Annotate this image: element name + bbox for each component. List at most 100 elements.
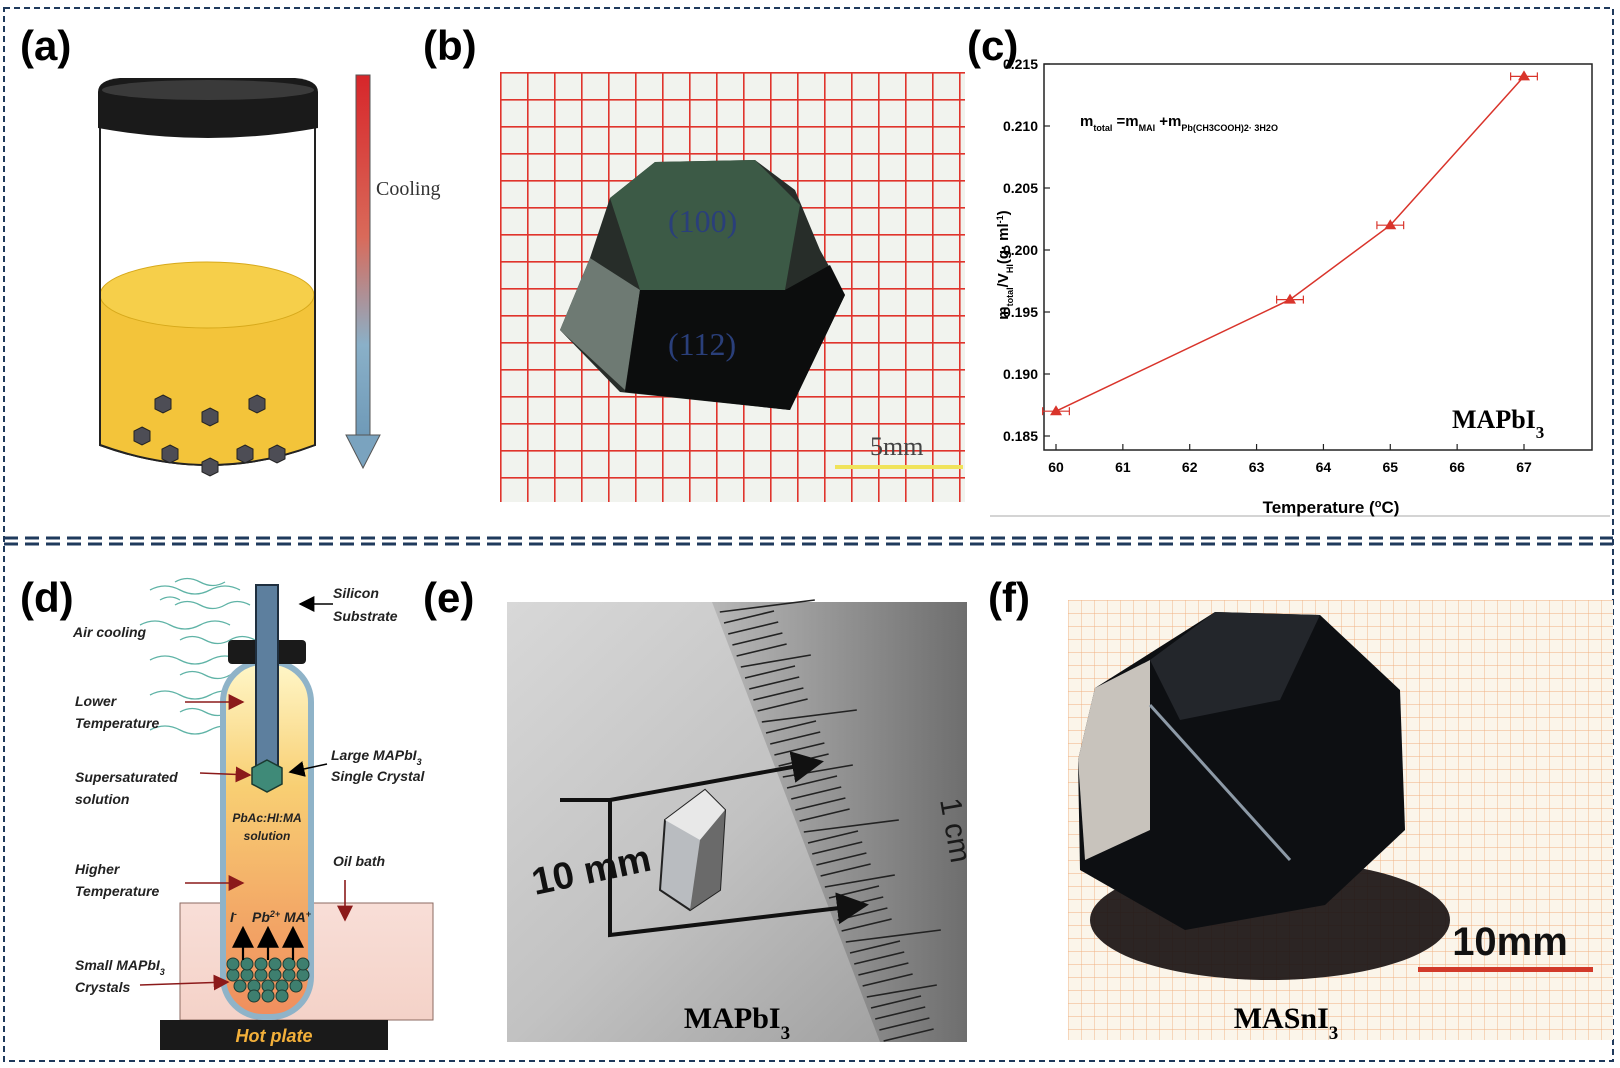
large-crystal-label-1: Large MAPbI3 bbox=[331, 747, 422, 767]
ruler bbox=[712, 602, 967, 1042]
cooling-arrow-head bbox=[345, 434, 381, 470]
ruler-tick bbox=[866, 984, 937, 998]
ruler-tick bbox=[736, 643, 787, 657]
ruler-tick bbox=[879, 1017, 930, 1031]
small-crystal-label-2: Crystals bbox=[75, 979, 130, 995]
x-tick-label: 66 bbox=[1449, 459, 1465, 475]
ruler-tick bbox=[803, 819, 899, 833]
ion-pb: Pb2+ bbox=[252, 909, 281, 925]
ruler-tick bbox=[770, 731, 821, 745]
ruler-tick bbox=[732, 632, 783, 646]
supersat-label-2: solution bbox=[75, 791, 129, 807]
ruler-tick bbox=[774, 742, 825, 756]
y-tick-label: 0.200 bbox=[1003, 242, 1038, 258]
data-point bbox=[1518, 70, 1530, 81]
small-crystal-pointer bbox=[139, 974, 230, 991]
ruler-tick bbox=[875, 1006, 926, 1020]
panel-a: (a) Cooling bbox=[20, 22, 440, 477]
scale-bar-10mm bbox=[1418, 967, 1593, 972]
ruler-tick bbox=[795, 797, 846, 811]
x-tick-label: 61 bbox=[1115, 459, 1131, 475]
higher-temp-label-2: Temperature bbox=[75, 883, 160, 899]
ruler-tick bbox=[854, 951, 905, 965]
panel-e-label: (e) bbox=[423, 574, 474, 621]
higher-temp-label-1: Higher bbox=[75, 861, 121, 877]
silicon-label-2: Substrate bbox=[333, 608, 398, 624]
data-point bbox=[1284, 293, 1296, 304]
ion-ma: MA+ bbox=[284, 909, 312, 925]
diffusion-arrows bbox=[232, 925, 304, 960]
x-tick-label: 65 bbox=[1382, 459, 1398, 475]
face-112-label: (112) bbox=[668, 326, 736, 362]
lower-temp-label-1: Lower bbox=[75, 693, 118, 709]
solution-label-1: PbAc:HI:MA bbox=[232, 811, 301, 825]
panel-f: (f) 10mm MASnI3 bbox=[988, 574, 1613, 1044]
face-100 bbox=[610, 160, 800, 290]
panel-d-label: (d) bbox=[20, 574, 74, 621]
large-crystal-pointer bbox=[288, 761, 328, 777]
panel-b: (b) (100) (112) 5mm bbox=[423, 22, 965, 502]
panel-f-label: (f) bbox=[988, 574, 1030, 621]
y-tick-label: 0.190 bbox=[1003, 366, 1038, 382]
ruler-tick bbox=[807, 830, 859, 844]
y-axis: 0.185 0.190 0.195 0.200 0.205 0.210 0.215 bbox=[1003, 56, 1050, 444]
cooling-label: Cooling bbox=[376, 178, 440, 200]
ruler-tick bbox=[744, 665, 796, 679]
small-crystals bbox=[226, 957, 310, 1003]
supersat-label-1: Supersaturated bbox=[75, 769, 178, 785]
lower-temp-label-2: Temperature bbox=[75, 715, 160, 731]
y-tick-label: 0.210 bbox=[1003, 118, 1038, 134]
ruler-tick bbox=[862, 973, 913, 987]
liquid bbox=[100, 295, 315, 465]
ruler-tick bbox=[883, 1028, 934, 1042]
scale-label-10mm: 10mm bbox=[1452, 920, 1568, 964]
hot-plate bbox=[160, 1020, 388, 1050]
masni3-facet-light bbox=[1078, 660, 1150, 860]
ruler-tick bbox=[723, 610, 775, 624]
x-tick-label: 63 bbox=[1249, 459, 1265, 475]
panel-c-label: (c) bbox=[967, 22, 1018, 69]
ruler-tick bbox=[858, 962, 909, 976]
ruler-tick bbox=[845, 929, 941, 943]
panel-a-label: (a) bbox=[20, 22, 71, 69]
cooling-arrow-shaft bbox=[355, 74, 371, 436]
oil-bath-label: Oil bath bbox=[333, 853, 385, 869]
dimension-line-top bbox=[609, 751, 824, 802]
ruler-tick bbox=[799, 808, 850, 822]
supersat-pointer bbox=[199, 766, 252, 783]
ruler-ticks bbox=[719, 599, 941, 1042]
outer-frame bbox=[3, 7, 1614, 1062]
crystal-edge-highlight bbox=[1148, 703, 1292, 862]
caption-mapbi3: MAPbI3 bbox=[684, 1002, 790, 1044]
panel-e: (e) 1 cm 10 mm MAPbI3 bbox=[423, 574, 977, 1044]
solution-label-2: solution bbox=[244, 829, 291, 843]
air-cooling-label: Air cooling bbox=[72, 624, 147, 640]
x-tick-label: 67 bbox=[1516, 459, 1532, 475]
ruler-tick bbox=[753, 687, 804, 701]
ruler-tick bbox=[841, 918, 892, 932]
ruler-tick bbox=[870, 995, 922, 1009]
ruler-tick bbox=[824, 874, 895, 888]
liquid-surface bbox=[99, 261, 315, 329]
face-left bbox=[560, 258, 640, 390]
scale-label-5mm: 5mm bbox=[870, 432, 923, 461]
jar-crystals bbox=[133, 394, 286, 477]
series-mapbi3 bbox=[1042, 70, 1538, 416]
silicon-label-1: Silicon bbox=[333, 585, 379, 601]
x-axis-title: Temperature (oC) bbox=[1263, 498, 1400, 517]
ruler-tick bbox=[791, 786, 842, 800]
small-crystal-label-1: Small MAPbI3 bbox=[75, 957, 165, 977]
ruler-tick bbox=[765, 720, 817, 734]
scale-bar-5mm bbox=[835, 465, 963, 469]
material-label-mapbi3: MAPbI3 bbox=[1452, 405, 1544, 442]
ruler-tick bbox=[728, 621, 779, 635]
silicon-substrate bbox=[255, 584, 279, 781]
ion-i: I- bbox=[230, 909, 237, 925]
panel-d: (d) bbox=[20, 574, 434, 1050]
dimension-line-bottom bbox=[560, 798, 869, 938]
large-crystal-icon bbox=[251, 759, 283, 793]
y-tick-label: 0.185 bbox=[1003, 428, 1038, 444]
data-point bbox=[1050, 405, 1062, 416]
x-tick-label: 62 bbox=[1182, 459, 1198, 475]
